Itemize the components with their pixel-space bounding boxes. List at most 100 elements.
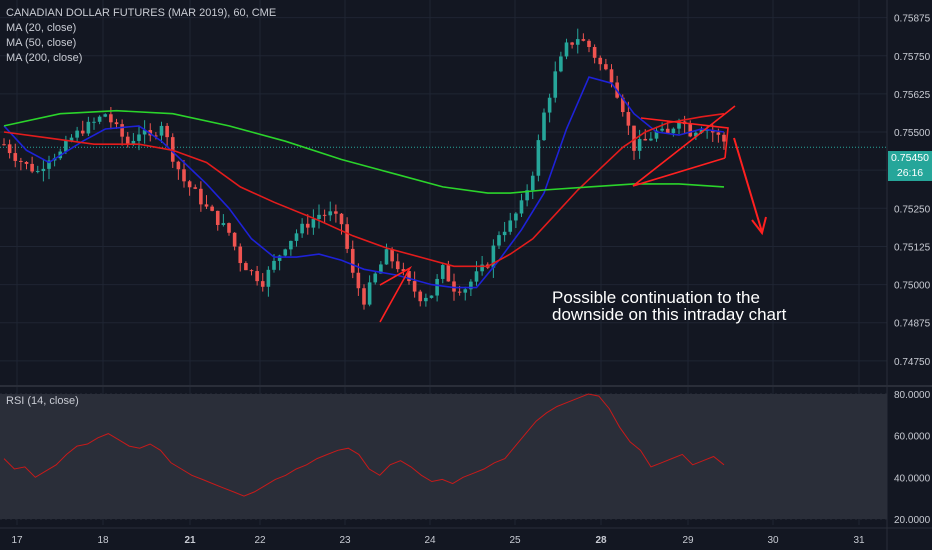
rsi-pane — [0, 393, 887, 519]
x-tick-label: 21 — [184, 535, 196, 546]
candle-body — [7, 144, 12, 154]
candle-body — [64, 140, 68, 152]
candle-body — [2, 144, 6, 146]
candle-body — [345, 224, 349, 249]
candle-body — [362, 288, 366, 305]
candle-body — [536, 140, 541, 176]
rsi-line — [3, 393, 725, 497]
candle-body — [215, 210, 220, 225]
candle-body — [97, 116, 102, 122]
candle-body — [384, 249, 389, 265]
candle-body — [260, 281, 265, 287]
candle-body — [581, 39, 586, 41]
rsi-legend[interactable]: RSI (14, close) — [6, 395, 79, 407]
candle-body — [649, 138, 653, 141]
candle-body — [469, 281, 473, 290]
candle-body — [109, 114, 113, 123]
triangle-drawing-right — [632, 105, 736, 187]
candle-body — [502, 231, 507, 236]
x-tick-label: 30 — [767, 535, 779, 546]
legend-ma50[interactable]: MA (50, close) — [6, 37, 77, 49]
candle-body — [407, 271, 411, 282]
chart-legend: CANADIAN DOLLAR FUTURES (MAR 2019), 60, … — [6, 6, 276, 66]
candle-body — [632, 125, 636, 151]
candle-body — [19, 160, 23, 162]
candle-body — [677, 121, 681, 129]
countdown-label: 26:16 — [888, 166, 932, 181]
candle-body — [620, 97, 625, 113]
candle-body — [289, 240, 293, 250]
candle-body — [317, 214, 321, 219]
legend-ma20[interactable]: MA (20, close) — [6, 22, 77, 34]
candle-body — [609, 69, 614, 83]
candle-body — [665, 128, 670, 134]
candle-body — [159, 125, 164, 136]
candle-body — [604, 64, 608, 70]
candle-body — [176, 161, 181, 170]
ma50-line — [3, 112, 725, 268]
moving-average-lines — [3, 76, 725, 289]
candle-body — [356, 272, 361, 289]
candle-body — [626, 112, 631, 126]
candle-body — [120, 124, 124, 137]
candle-body — [277, 255, 282, 261]
y-tick-label: 0.75750 — [894, 52, 931, 63]
candle-body — [587, 40, 591, 48]
candle-body — [564, 42, 569, 57]
candle-body — [232, 232, 237, 247]
candle-body — [530, 175, 535, 191]
candle-body — [547, 97, 552, 113]
rsi-tick-label: 40.0000 — [894, 473, 931, 484]
candle-body — [255, 271, 259, 282]
candle-body — [671, 128, 676, 134]
ma20-line — [3, 76, 725, 289]
candle-body — [221, 223, 226, 225]
candle-body — [170, 137, 175, 162]
candle-body — [395, 261, 400, 270]
candle-body — [13, 153, 18, 161]
candle-body — [41, 168, 46, 172]
candle-body — [86, 121, 91, 134]
candle-body — [131, 140, 136, 145]
candle-body — [429, 295, 434, 298]
x-tick-label: 29 — [682, 535, 694, 546]
rsi-band — [0, 394, 887, 519]
x-tick-label: 25 — [509, 535, 521, 546]
candle-body — [694, 132, 698, 137]
candle-body — [412, 281, 417, 292]
candle-body — [688, 124, 693, 137]
candle-body — [294, 233, 299, 241]
candle-body — [390, 249, 394, 262]
candle-body — [187, 181, 192, 188]
candle-body — [418, 291, 423, 302]
x-tick-label: 17 — [11, 535, 23, 546]
candle-body — [570, 42, 574, 45]
x-tick-label: 22 — [254, 535, 266, 546]
x-tick-label: 28 — [595, 535, 607, 546]
candle-body — [401, 269, 406, 272]
candle-body — [300, 223, 304, 234]
candle-body — [350, 248, 355, 273]
y-tick-label: 0.75000 — [894, 281, 931, 292]
candle-body — [305, 223, 310, 228]
candle-body — [24, 161, 29, 164]
x-tick-label: 18 — [97, 535, 109, 546]
candle-body — [137, 134, 141, 141]
candle-body — [474, 271, 479, 282]
candle-body — [452, 281, 456, 292]
legend-ma200[interactable]: MA (200, close) — [6, 52, 83, 64]
candle-body — [334, 211, 338, 214]
candle-body — [114, 122, 119, 125]
candle-body — [463, 289, 468, 293]
y-tick-label: 0.75500 — [894, 128, 931, 139]
candle-body — [508, 220, 513, 232]
candle-body — [283, 249, 288, 256]
x-tick-label: 23 — [339, 535, 351, 546]
candle-body — [328, 211, 333, 216]
candle-body — [47, 160, 51, 169]
chart-title: CANADIAN DOLLAR FUTURES (MAR 2019), 60, … — [6, 7, 277, 19]
candle-body — [722, 134, 726, 142]
candle-body — [80, 130, 85, 134]
